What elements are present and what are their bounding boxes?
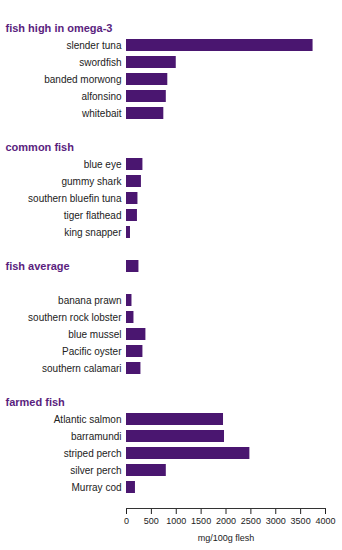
svg-text:gummy shark: gummy shark: [61, 176, 122, 187]
svg-text:common fish: common fish: [6, 141, 75, 153]
svg-text:3000: 3000: [266, 516, 286, 526]
svg-text:slender tuna: slender tuna: [66, 40, 121, 51]
svg-text:2000: 2000: [216, 516, 236, 526]
svg-text:fish average: fish average: [6, 260, 70, 272]
svg-text:1000: 1000: [166, 516, 186, 526]
svg-text:striped perch: striped perch: [64, 448, 122, 459]
svg-text:banded morwong: banded morwong: [44, 74, 121, 85]
svg-text:southern rock lobster: southern rock lobster: [28, 312, 122, 323]
svg-text:500: 500: [144, 516, 159, 526]
svg-text:1500: 1500: [191, 516, 211, 526]
svg-text:Murray cod: Murray cod: [71, 482, 121, 493]
svg-text:fish high in omega-3: fish high in omega-3: [6, 22, 113, 34]
svg-text:4000: 4000: [315, 516, 335, 526]
svg-text:0: 0: [124, 516, 129, 526]
svg-text:3500: 3500: [291, 516, 311, 526]
svg-text:king snapper: king snapper: [64, 227, 122, 238]
svg-text:southern bluefin tuna: southern bluefin tuna: [28, 193, 122, 204]
svg-text:southern calamari: southern calamari: [42, 363, 121, 374]
svg-text:Pacific oyster: Pacific oyster: [62, 346, 122, 357]
svg-text:silver perch: silver perch: [70, 465, 121, 476]
svg-text:2500: 2500: [241, 516, 261, 526]
svg-text:whitebait: whitebait: [81, 108, 122, 119]
svg-text:banana prawn: banana prawn: [58, 295, 121, 306]
svg-text:farmed fish: farmed fish: [6, 396, 66, 408]
svg-text:mg/100g flesh: mg/100g flesh: [198, 533, 255, 543]
svg-text:blue mussel: blue mussel: [68, 329, 121, 340]
svg-text:swordfish: swordfish: [79, 57, 121, 68]
svg-text:tiger flathead: tiger flathead: [64, 210, 122, 221]
svg-text:Atlantic salmon: Atlantic salmon: [54, 414, 122, 425]
svg-text:blue eye: blue eye: [84, 159, 122, 170]
svg-text:alfonsino: alfonsino: [81, 91, 121, 102]
svg-text:barramundi: barramundi: [71, 431, 122, 442]
